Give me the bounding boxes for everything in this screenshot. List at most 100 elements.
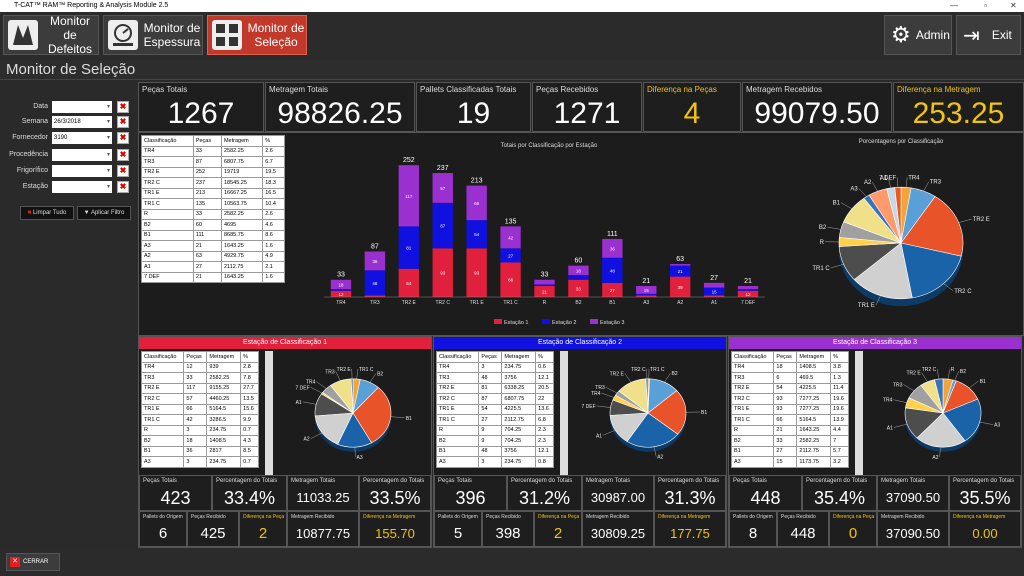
stat-pecas-totais: Peças Totais 1267 [138,82,264,132]
bar-segment [432,248,453,297]
stat-diferenca-pecas: Diferença na Peças 4 [643,82,741,132]
clear-frigorifico-icon[interactable]: ✖ [117,165,129,177]
station-percentagem-pecas: Percentagem do Totais 33.4% [212,475,287,511]
monitor-defeitos-button[interactable]: Monitor de Defeitos [3,14,99,56]
station-scrollbar[interactable] [855,351,863,477]
station-diferenca-peca: Diferença na Peça 2 [534,511,582,547]
frigorifico-select[interactable] [52,165,112,177]
pie-label: B2 [960,369,966,375]
pie-label: TR2 E [610,371,625,377]
table-cell: 18.3 [262,177,285,189]
table-cell: 5164.5 [206,403,242,415]
limpar-tudo-label: Limpar Tudo [32,210,67,216]
clear-semana-icon[interactable]: ✖ [117,116,129,128]
station-metragem-totais: Metragem Totais 37090.50 [877,475,949,511]
bar-segment [602,238,623,258]
bar-segment [737,286,759,290]
procedencia-select[interactable] [52,149,112,161]
stat-value: 1267 [167,97,235,130]
station-panel-3: Estação de Classificação 3 Classificação P… [728,336,1022,548]
stat-label: Peças Totais [142,85,188,94]
pie-label: TR4 [883,398,893,404]
bar-segment [500,226,521,249]
table-cell: TR4 [731,361,775,373]
table-cell: TR1 E [731,403,775,415]
exit-button[interactable]: ⇥ Exit [956,15,1021,55]
column-header: % [262,135,285,147]
column-header: Metragem [501,351,537,363]
estacao-select[interactable] [52,181,112,193]
column-header: % [830,351,849,363]
box-label: Diferença na Metragem [363,514,416,520]
bar-segment [432,173,453,203]
table-cell: 3756 [501,372,537,384]
limpar-tudo-button[interactable]: ■ Limpar Tudo [20,206,74,220]
station-title: Estação de Classificação 2 [434,337,726,349]
aplicar-filtro-button[interactable]: ▼ Aplicar Filtro [77,206,131,220]
table-cell: TR3 [731,372,775,384]
monitor-selecao-button[interactable]: Monitor de Seleção [207,15,307,55]
pie-slice [352,387,392,444]
box-value: 177.75 [670,526,710,541]
bar-segment-label: 93 [474,271,480,276]
legend-swatch [494,319,502,324]
table-cell: 3.8 [830,361,849,373]
bar-segment [670,276,691,297]
pie-leader-line [875,295,881,306]
table-cell: B2 [141,435,185,447]
maximize-icon[interactable]: ▫ [984,1,987,10]
cerrar-button[interactable]: ✕ CERRAR [6,553,60,571]
table-cell: 2582.25 [220,208,264,220]
window-title: T-CAT™ RAM™ Reporting & Analysis Module … [14,2,169,9]
pie-slice [894,186,902,244]
clear-data-icon[interactable]: ✖ [117,101,129,113]
table-cell: 12.1 [535,372,554,384]
clear-fornecedor-icon[interactable]: ✖ [117,132,129,144]
table-cell: 704.25 [501,435,537,447]
admin-button[interactable]: ⚙ Admin [884,15,952,55]
box-label: Metragem Totais [291,478,336,484]
close-icon[interactable]: ✕ [1010,1,1017,10]
station-scrollbar[interactable] [265,351,273,477]
clear-estacao-icon[interactable]: ✖ [117,181,129,193]
station-metragem-recibido: Metragem Recibido 10877.75 [287,511,359,547]
box-value: 6 [158,525,168,542]
table-cell: A1 [141,261,194,273]
stat-value: 99079.50 [754,97,880,130]
bar-segment [568,275,589,280]
column-header: Classificação [141,135,194,147]
table-cell: 66 [773,414,798,426]
stat-label: Diferença na Metragem [897,85,981,94]
table-cell: 2582.25 [206,372,242,384]
minimize-icon[interactable]: — [950,1,958,10]
x-tick-label: TR1 C [503,300,518,306]
table-cell: 13.9 [830,414,849,426]
pie-label: TR2 E [906,371,921,377]
box-label: Metragem Recibido [291,514,335,520]
station-scrollbar[interactable] [560,351,568,477]
semana-select[interactable]: 26/3/2018 [52,116,112,128]
pie-slice [934,378,944,414]
monitor-espessura-button[interactable]: Monitor de Espessura [103,15,203,55]
stat-label: Metragem Recebidos [746,85,823,94]
bar-total-label: 87 [371,243,379,250]
table-row: TR2 C 93 7277.25 19.6 [731,393,849,405]
bar-total-label: 60 [575,258,583,265]
semana-label: Semana [21,118,48,125]
data-select[interactable] [52,101,112,113]
pie-label: TR3 [325,369,335,375]
box-value: 33.5% [369,488,421,508]
bar-segment [670,264,691,266]
clear-procedencia-icon[interactable]: ✖ [117,149,129,161]
bar-segment-label: 27 [610,288,616,293]
station-metragem-totais: Metragem Totais 30987.00 [582,475,654,511]
fornecedor-select[interactable]: 3190 [52,132,112,144]
box-label: Metragem Totais [881,478,926,484]
pie-label: TR3 [930,180,942,186]
table-cell: 234.75 [206,424,242,436]
box-label: Peças Totais [733,478,767,484]
pie-label: B1 [701,410,707,416]
bar-segment-label: 57 [440,186,446,191]
table-row: R 9 704.25 2.3 [436,424,554,436]
pie-label: TR4 [908,175,920,181]
